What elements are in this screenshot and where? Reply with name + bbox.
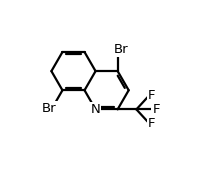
Text: F: F bbox=[148, 89, 155, 102]
Text: F: F bbox=[148, 117, 155, 130]
Text: N: N bbox=[91, 103, 101, 116]
Text: Br: Br bbox=[42, 102, 57, 115]
Text: Br: Br bbox=[114, 43, 129, 56]
Text: F: F bbox=[152, 103, 160, 116]
